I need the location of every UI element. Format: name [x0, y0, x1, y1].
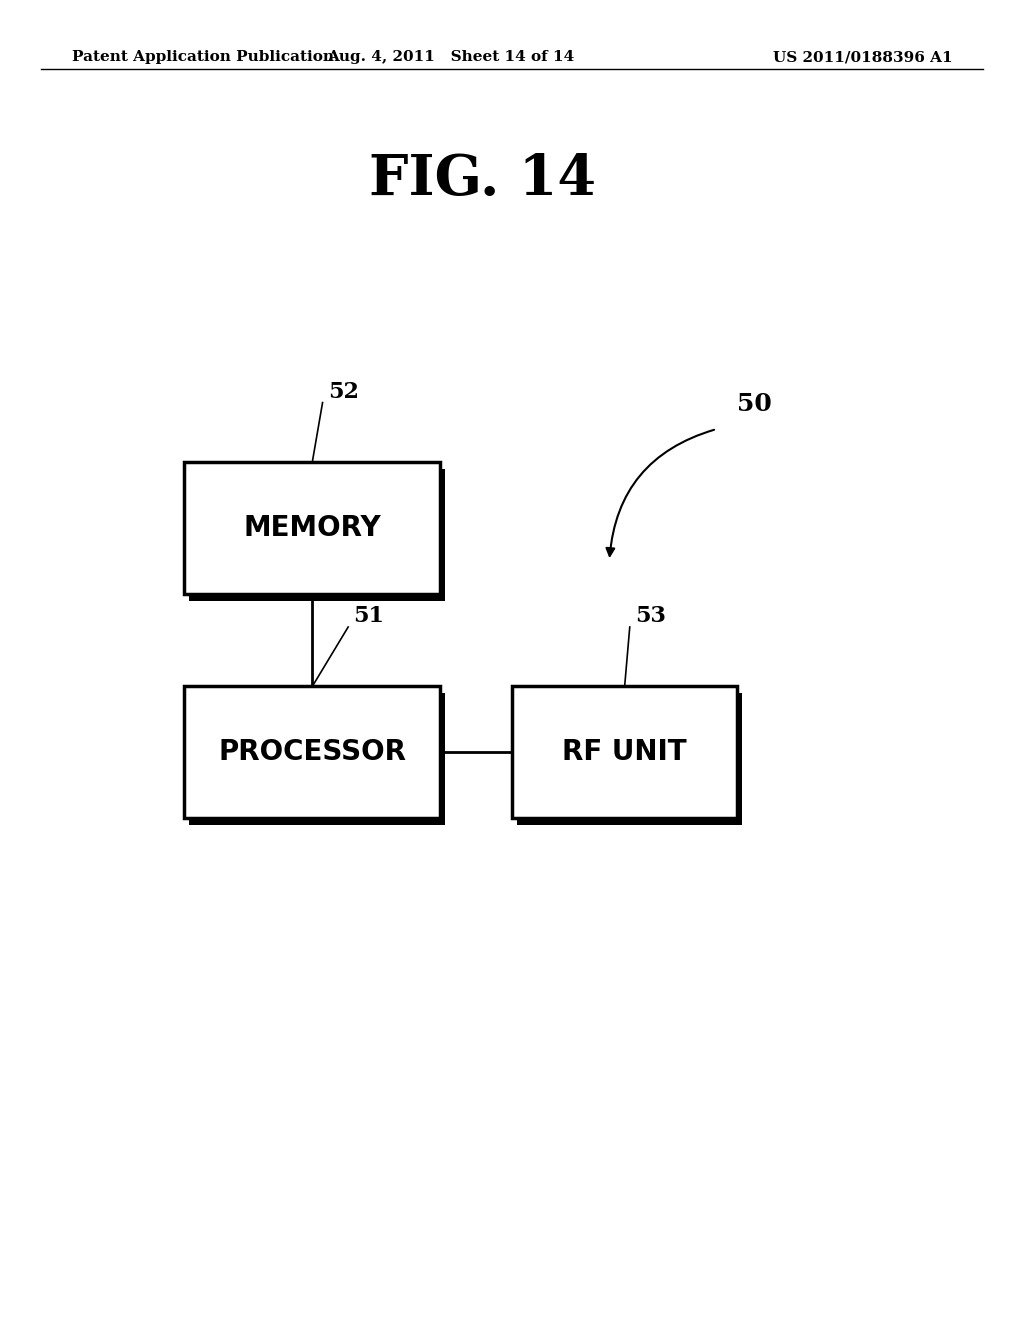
Text: Aug. 4, 2011   Sheet 14 of 14: Aug. 4, 2011 Sheet 14 of 14	[327, 50, 574, 65]
Bar	[184, 686, 440, 818]
Bar	[189, 469, 445, 601]
Text: MEMORY: MEMORY	[244, 513, 381, 543]
Text: US 2011/0188396 A1: US 2011/0188396 A1	[773, 50, 952, 65]
Bar	[189, 693, 445, 825]
Bar	[184, 462, 440, 594]
Bar	[517, 693, 742, 825]
Text: 53: 53	[635, 605, 666, 627]
Text: 50: 50	[737, 392, 772, 416]
Text: FIG. 14: FIG. 14	[369, 152, 596, 207]
Text: 51: 51	[353, 605, 384, 627]
Text: 52: 52	[328, 380, 358, 403]
Text: Patent Application Publication: Patent Application Publication	[72, 50, 334, 65]
Text: RF UNIT: RF UNIT	[562, 738, 687, 767]
Bar	[512, 686, 737, 818]
Text: PROCESSOR: PROCESSOR	[218, 738, 407, 767]
